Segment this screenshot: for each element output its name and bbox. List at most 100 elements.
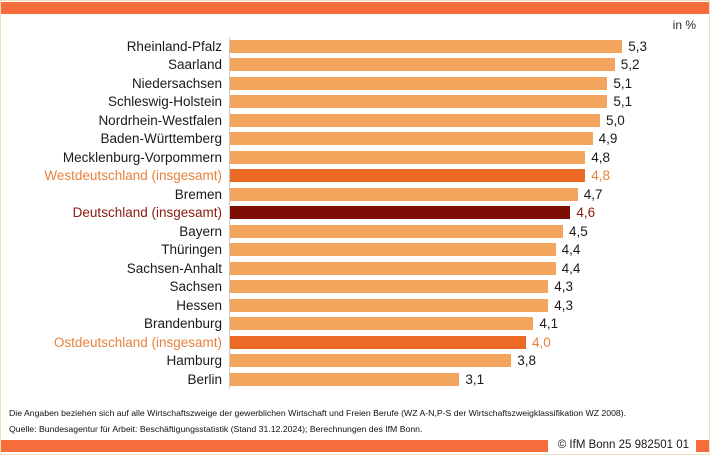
chart-row: Hamburg 3,8 [1, 351, 709, 370]
bar [230, 261, 556, 275]
category-label: Rheinland-Pfalz [126, 38, 222, 54]
chart-row: Brandenburg 4,1 [1, 314, 709, 333]
category-label: Bayern [179, 223, 222, 239]
category-label: Hessen [176, 297, 222, 313]
chart-row: Nordrhein-Westfalen 5,0 [1, 111, 709, 130]
category-label: Saarland [167, 57, 222, 73]
value-label: 4,3 [554, 297, 573, 313]
chart-row: Rheinland-Pfalz 5,3 [1, 37, 709, 56]
value-label: 3,1 [465, 371, 485, 387]
bar-area: 5,3 [229, 37, 709, 56]
bar [230, 132, 593, 146]
footnote-line-2: Quelle: Bundesagentur für Arbeit: Beschä… [9, 424, 423, 434]
chart-row: Schleswig-Holstein 5,1 [1, 92, 709, 111]
bar [230, 354, 512, 368]
chart-row: Westdeutschland (insgesamt) 4,8 [1, 166, 709, 185]
value-label: 4,5 [569, 223, 588, 239]
chart-row: Bayern 4,5 [1, 222, 709, 241]
bar [230, 95, 608, 109]
chart-row: Niedersachsen 5,1 [1, 74, 709, 93]
category-label: Niedersachsen [131, 75, 222, 91]
bar-area: 4,4 [229, 240, 709, 259]
value-label: 4,6 [576, 205, 596, 221]
category-label: Deutschland (insgesamt) [72, 205, 222, 221]
category-label: Schleswig-Holstein [107, 94, 222, 110]
chart-row: Ostdeutschland (insgesamt) 4,0 [1, 333, 709, 352]
chart-rows: Rheinland-Pfalz 5,3 Saarland 5,2 Niedersachs… [1, 37, 709, 389]
bar-area: 4,8 [229, 166, 709, 185]
bar-area: 4,9 [229, 129, 709, 148]
bar-area: 4,3 [229, 296, 709, 315]
chart-row: Sachsen 4,3 [1, 277, 709, 296]
bar-area: 5,0 [229, 111, 709, 130]
bar [230, 169, 586, 183]
bar-area: 5,2 [229, 55, 709, 74]
value-label: 5,1 [613, 75, 633, 91]
category-label: Sachsen [169, 279, 222, 295]
bar [230, 113, 600, 127]
bottom-band-right-segment [696, 440, 709, 452]
bar [230, 206, 571, 220]
bar-area: 4,3 [229, 277, 709, 296]
value-label: 4,4 [561, 242, 581, 258]
value-label: 4,8 [591, 168, 610, 184]
bar-area: 4,1 [229, 314, 709, 333]
bar [230, 298, 549, 312]
chart-row: Mecklenburg-Vorpommern 4,8 [1, 148, 709, 167]
chart-row: Sachsen-Anhalt 4,4 [1, 259, 709, 278]
bar [230, 280, 549, 294]
bar-area: 4,8 [229, 148, 709, 167]
value-label: 5,1 [613, 94, 633, 110]
category-label: Hamburg [166, 353, 222, 369]
value-label: 4,8 [591, 149, 610, 165]
value-label: 5,2 [620, 57, 640, 73]
bar [230, 150, 586, 164]
category-label: Bremen [174, 186, 222, 202]
chart-row: Hessen 4,3 [1, 296, 709, 315]
category-label: Brandenburg [143, 316, 222, 332]
category-label: Sachsen-Anhalt [126, 260, 222, 276]
value-label: 4,7 [583, 186, 603, 202]
bar-area: 3,1 [229, 370, 709, 389]
chart-row: Baden-Württemberg 4,9 [1, 129, 709, 148]
chart-row: Saarland 5,2 [1, 55, 709, 74]
value-label: 4,9 [598, 131, 618, 147]
category-label: Ostdeutschland (insgesamt) [53, 334, 222, 350]
category-label: Baden-Württemberg [100, 131, 222, 147]
chart-row: Deutschland (insgesamt) 4,6 [1, 203, 709, 222]
category-label: Mecklenburg-Vorpommern [62, 149, 222, 165]
bar [230, 39, 623, 53]
bar [230, 243, 556, 257]
top-color-band [1, 2, 709, 14]
chart-row: Bremen 4,7 [1, 185, 709, 204]
unit-label: in % [672, 18, 696, 32]
bar-area: 3,8 [229, 351, 709, 370]
bar-area: 4,4 [229, 259, 709, 278]
bar [230, 317, 534, 331]
bar-chart: Rheinland-Pfalz 5,3 Saarland 5,2 Niedersachs… [1, 37, 709, 389]
value-label: 5,3 [628, 38, 647, 54]
bar [230, 224, 563, 238]
bar-area: 4,7 [229, 185, 709, 204]
footnote-line-1: Die Angaben beziehen sich auf alle Wirts… [9, 408, 627, 418]
bar-area: 4,6 [229, 203, 709, 222]
value-label: 4,3 [554, 279, 573, 295]
footnotes: Die Angaben beziehen sich auf alle Wirts… [9, 405, 703, 437]
bar [230, 335, 526, 349]
bottom-color-band: © IfM Bonn 25 982501 01 [1, 439, 709, 452]
bar-area: 5,1 [229, 74, 709, 93]
copyright-label: © IfM Bonn 25 982501 01 [557, 439, 689, 451]
chart-row: Berlin 3,1 [1, 370, 709, 389]
bar [230, 58, 615, 72]
bar-area: 5,1 [229, 92, 709, 111]
bottom-band-left-segment [1, 440, 548, 452]
category-label: Westdeutschland (insgesamt) [44, 168, 222, 184]
value-label: 4,0 [532, 334, 551, 350]
bar-area: 4,5 [229, 222, 709, 241]
bar-area: 4,0 [229, 333, 709, 352]
category-label: Berlin [187, 371, 222, 387]
value-label: 4,4 [561, 260, 581, 276]
bar [230, 187, 578, 201]
bar [230, 76, 608, 90]
